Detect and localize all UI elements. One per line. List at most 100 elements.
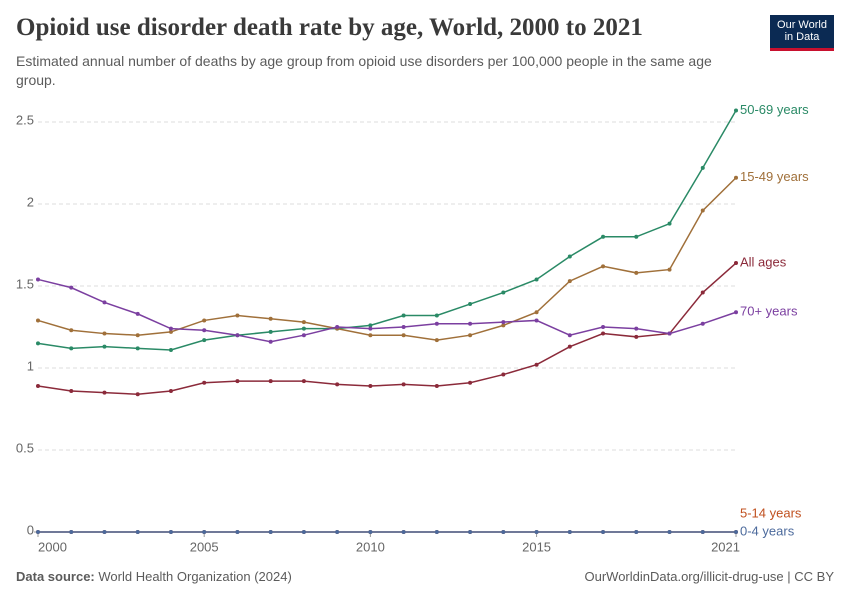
data-point bbox=[235, 313, 240, 318]
y-tick-label: 0 bbox=[27, 522, 34, 537]
data-point bbox=[401, 333, 406, 338]
data-point bbox=[268, 329, 273, 334]
series-label: 70+ years bbox=[740, 304, 798, 319]
data-point bbox=[69, 285, 74, 290]
data-point bbox=[601, 331, 606, 336]
data-point bbox=[434, 321, 439, 326]
data-point bbox=[700, 208, 705, 213]
data-point bbox=[368, 333, 373, 338]
y-tick-label: 1 bbox=[27, 358, 34, 373]
series-label: 0-4 years bbox=[740, 523, 795, 538]
data-point bbox=[468, 302, 473, 307]
data-point bbox=[301, 379, 306, 384]
data-point bbox=[335, 325, 340, 329]
data-point bbox=[301, 326, 306, 331]
data-point bbox=[468, 333, 473, 338]
data-point bbox=[434, 530, 439, 534]
series-label: 5-14 years bbox=[740, 505, 802, 520]
data-point bbox=[601, 234, 606, 239]
series-label: 15-49 years bbox=[740, 169, 809, 184]
data-point bbox=[734, 310, 738, 315]
data-point bbox=[301, 333, 306, 338]
data-point bbox=[667, 267, 672, 272]
data-point bbox=[69, 346, 74, 351]
data-point bbox=[700, 290, 705, 295]
data-point bbox=[667, 331, 672, 336]
data-point bbox=[135, 346, 140, 351]
data-point bbox=[202, 338, 207, 343]
data-point bbox=[501, 372, 506, 377]
data-point bbox=[501, 323, 506, 328]
series-line bbox=[37, 262, 737, 395]
data-point bbox=[301, 530, 306, 534]
data-point bbox=[667, 221, 672, 226]
x-tick-label: 2015 bbox=[522, 539, 551, 554]
series-label: All ages bbox=[740, 254, 787, 269]
data-point bbox=[268, 379, 273, 384]
data-point bbox=[102, 390, 107, 395]
data-point bbox=[534, 310, 539, 315]
data-point bbox=[534, 277, 539, 282]
data-point bbox=[368, 323, 373, 328]
data-point bbox=[534, 530, 539, 534]
series-line bbox=[37, 110, 737, 351]
data-point bbox=[634, 530, 639, 534]
data-point bbox=[135, 333, 140, 338]
data-point bbox=[734, 175, 738, 180]
source: Data source: World Health Organization (… bbox=[16, 569, 292, 584]
data-point bbox=[368, 384, 373, 389]
x-tick-label: 2021 bbox=[711, 539, 740, 554]
data-point bbox=[468, 530, 473, 534]
data-point bbox=[734, 108, 738, 113]
chart-subtitle: Estimated annual number of deaths by age… bbox=[16, 53, 712, 88]
data-point bbox=[168, 347, 173, 352]
data-point bbox=[36, 384, 40, 389]
x-tick-label: 2000 bbox=[38, 539, 67, 554]
series-line bbox=[37, 177, 737, 341]
data-point bbox=[69, 328, 74, 333]
source-label: Data source: bbox=[16, 569, 95, 584]
data-point bbox=[700, 165, 705, 170]
data-point bbox=[168, 388, 173, 393]
data-point bbox=[268, 339, 273, 344]
data-point bbox=[202, 318, 207, 323]
data-point bbox=[235, 333, 240, 338]
data-point bbox=[135, 530, 140, 534]
y-tick-label: 0.5 bbox=[16, 440, 34, 455]
data-point bbox=[135, 392, 140, 397]
source-text: World Health Organization (2024) bbox=[98, 569, 292, 584]
data-point bbox=[401, 382, 406, 387]
data-point bbox=[700, 321, 705, 326]
data-point bbox=[601, 530, 606, 534]
data-point bbox=[501, 530, 506, 534]
data-point bbox=[734, 261, 738, 266]
data-point bbox=[434, 338, 439, 343]
data-point bbox=[700, 530, 705, 534]
data-point bbox=[434, 313, 439, 318]
y-tick-label: 2.5 bbox=[16, 112, 34, 127]
y-tick-label: 1.5 bbox=[16, 276, 34, 291]
data-point bbox=[36, 277, 40, 282]
series-label: 50-69 years bbox=[740, 102, 809, 117]
data-point bbox=[235, 379, 240, 384]
data-point bbox=[567, 344, 572, 349]
data-point bbox=[36, 530, 40, 534]
data-point bbox=[534, 318, 539, 323]
data-point bbox=[368, 530, 373, 534]
data-point bbox=[102, 300, 107, 305]
data-point bbox=[567, 279, 572, 284]
logo-text: Our World bbox=[777, 19, 827, 31]
data-point bbox=[634, 334, 639, 339]
logo-text: in Data bbox=[784, 31, 820, 43]
data-point bbox=[601, 264, 606, 269]
logo[interactable]: Our World in Data bbox=[770, 15, 834, 51]
data-point bbox=[102, 344, 107, 349]
data-point bbox=[468, 321, 473, 326]
data-point bbox=[268, 316, 273, 321]
data-point bbox=[135, 311, 140, 316]
data-point bbox=[634, 234, 639, 239]
url[interactable]: OurWorldinData.org/illicit-drug-use | CC… bbox=[584, 569, 835, 584]
data-point bbox=[567, 333, 572, 338]
